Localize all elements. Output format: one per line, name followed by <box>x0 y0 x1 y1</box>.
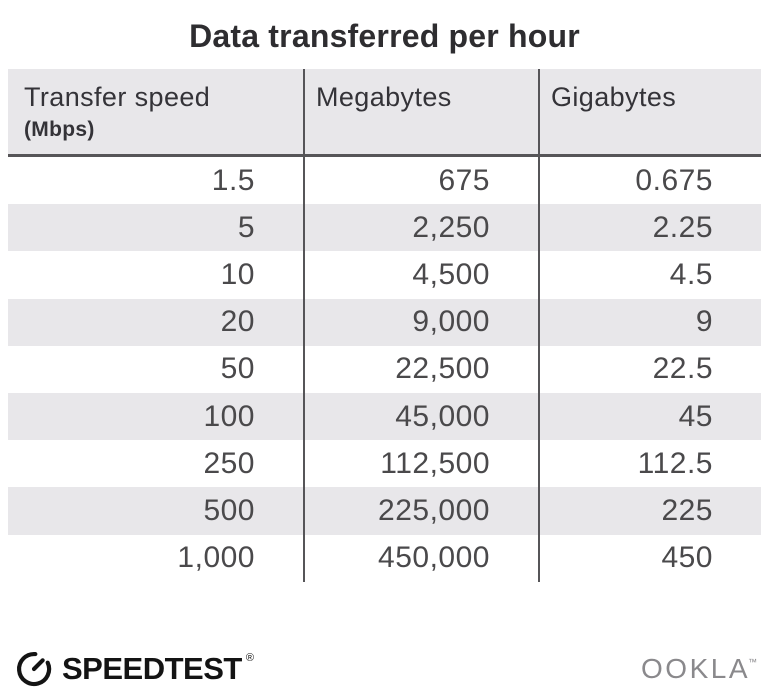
table-cell: 20 <box>220 305 255 339</box>
table-cell: 675 <box>303 157 538 205</box>
ookla-logo: OOKLA ™ <box>641 653 757 685</box>
table-cell: 2.25 <box>538 204 761 252</box>
table-cell: 112.5 <box>538 440 761 488</box>
table-cell: 225 <box>538 487 761 535</box>
column-header-gigabytes: Gigabytes <box>538 69 761 154</box>
data-table: Transfer speed (Mbps) Megabytes Gigabyte… <box>8 69 761 582</box>
column-header-megabytes: Megabytes <box>303 69 538 154</box>
speedtest-gauge-icon <box>17 651 52 687</box>
table-row: 10 4,500 4.5 <box>8 251 761 299</box>
table-cell: 9,000 <box>303 298 538 346</box>
ookla-wordmark: OOKLA <box>641 653 750 684</box>
table-cell: 45 <box>538 392 761 441</box>
registered-trademark-icon: ® <box>245 652 254 664</box>
table-row: 5 2,250 2.25 <box>8 204 761 252</box>
table-cell: 450,000 <box>303 534 538 582</box>
column-header-label: Transfer speed <box>24 82 211 112</box>
table-cell: 100 <box>203 399 255 433</box>
table-cell: 45,000 <box>303 392 538 441</box>
column-header-label: Megabytes <box>316 82 452 112</box>
footer: SPEEDTEST ® OOKLA ™ <box>14 646 757 692</box>
table-cell: 450 <box>538 534 761 582</box>
table-cell: 50 <box>220 352 255 386</box>
table-row: 250 112,500 112.5 <box>8 440 761 488</box>
table-row: 1.5 675 0.675 <box>8 157 761 205</box>
table-cell: 112,500 <box>303 440 538 488</box>
table-row: 1,000 450,000 450 <box>8 534 761 582</box>
column-header-label: Gigabytes <box>551 82 677 112</box>
table-cell: 1.5 <box>211 163 255 197</box>
table-cell: 4.5 <box>538 251 761 299</box>
table-row: 100 45,000 45 <box>8 392 761 441</box>
table-cell: 1,000 <box>177 541 255 575</box>
table-cell: 9 <box>538 298 761 346</box>
table-cell: 2,250 <box>303 204 538 252</box>
table-cell: 22,500 <box>303 345 538 393</box>
column-header-transfer-speed: Transfer speed (Mbps) <box>8 69 303 154</box>
table-row: 500 225,000 225 <box>8 487 761 535</box>
speedtest-wordmark: SPEEDTEST <box>62 651 242 686</box>
table-cell: 0.675 <box>538 157 761 205</box>
trademark-icon: ™ <box>748 657 757 667</box>
speedtest-logo: SPEEDTEST ® <box>14 649 254 689</box>
table-body: 1.5 675 0.675 5 2,250 2.25 10 4,500 4.5 20 9,000 9 5… <box>8 157 761 582</box>
page-title: Data transferred per hour <box>189 18 580 54</box>
table-cell: 10 <box>220 257 255 291</box>
table-row: 20 9,000 9 <box>8 298 761 346</box>
table-cell: 250 <box>203 446 255 480</box>
table-cell: 22.5 <box>538 345 761 393</box>
table-cell: 4,500 <box>303 251 538 299</box>
table-row: 50 22,500 22.5 <box>8 345 761 393</box>
table-cell: 225,000 <box>303 487 538 535</box>
table-header-row: Transfer speed (Mbps) Megabytes Gigabyte… <box>8 69 761 157</box>
column-header-sublabel: (Mbps) <box>24 118 95 141</box>
table-cell: 5 <box>237 210 255 244</box>
table-cell: 500 <box>203 493 255 527</box>
